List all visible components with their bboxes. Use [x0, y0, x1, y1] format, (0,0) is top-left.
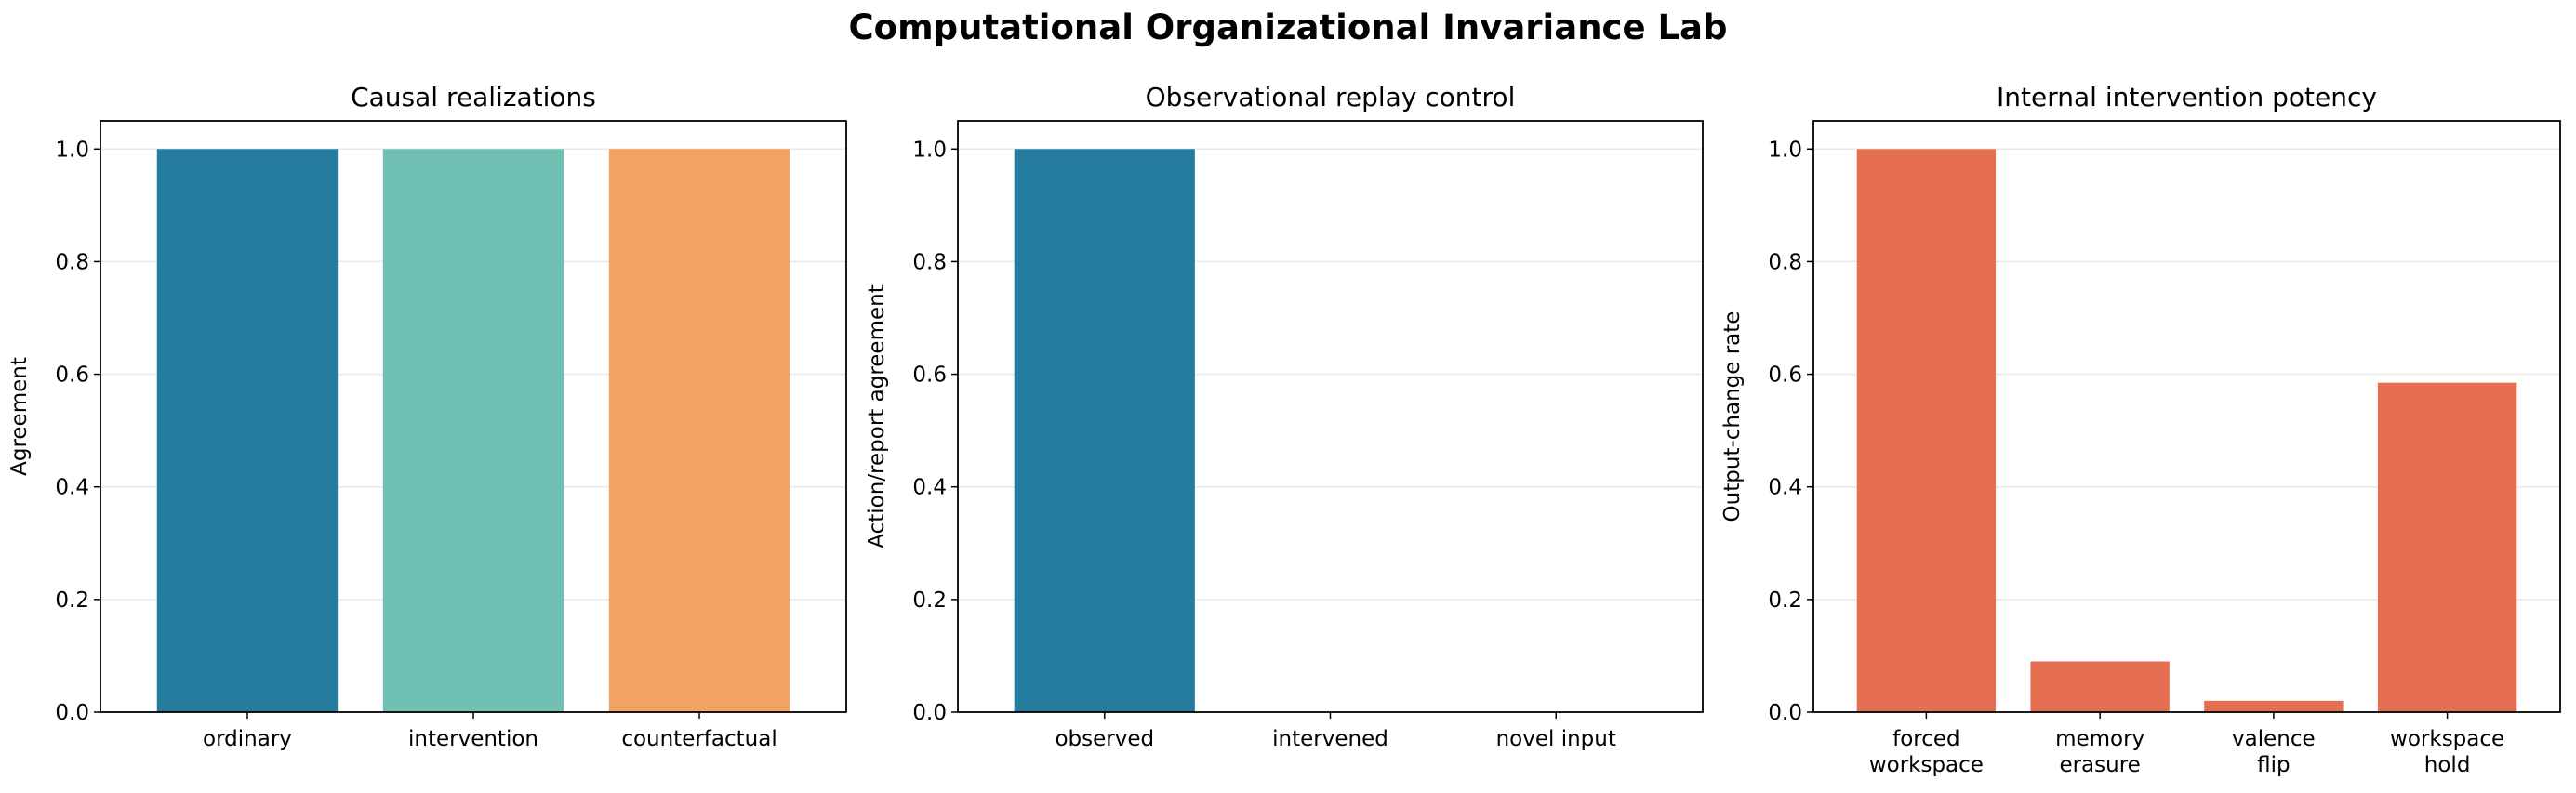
y-tick-label: 0.2 — [912, 588, 947, 613]
y-tick-label: 0.6 — [55, 363, 89, 388]
bar-observed — [1014, 149, 1195, 713]
y-tick-label: 0.6 — [912, 363, 947, 388]
figure-title: Computational Organizational Invariance … — [848, 7, 1728, 47]
x-tick-label: novel input — [1496, 727, 1616, 751]
y-tick-label: 1.0 — [1768, 138, 1802, 162]
axes-frame — [100, 120, 847, 713]
y-tick-label: 0.8 — [912, 250, 947, 274]
bar-counterfactual — [608, 149, 790, 713]
x-tick-label: intervened — [1272, 727, 1388, 751]
chart-title: Internal intervention potency — [1997, 82, 2377, 112]
chart-panel-3: forced workspace memory erasure valence flip w… — [1720, 82, 2561, 777]
y-tick-label: 0.2 — [55, 588, 89, 613]
x-tick-label: counterfactual — [621, 727, 777, 751]
x-tick-label: memory erasure — [2055, 727, 2144, 777]
chart-title: Causal realizations — [351, 82, 596, 112]
bar-intervention — [382, 149, 564, 713]
x-tick-label: observed — [1055, 727, 1154, 751]
bar-valence-flip — [2204, 700, 2344, 712]
chart-panel-1: ordinary intervention counterfactual 0.0 0.2… — [7, 82, 847, 751]
x-tick-label: ordinary — [203, 727, 292, 751]
chart-title: Observational replay control — [1146, 82, 1516, 112]
y-tick-label: 0.2 — [1768, 588, 1802, 613]
y-tick-label: 0.0 — [1768, 701, 1802, 725]
y-tick-label: 1.0 — [912, 138, 947, 162]
axes-frame — [1812, 120, 2561, 713]
y-tick-label: 0.6 — [1768, 363, 1802, 388]
y-tick-label: 0.4 — [55, 476, 89, 500]
bar-ordinary — [156, 149, 339, 713]
x-tick-label: workspace hold — [2390, 727, 2504, 777]
axes-frame — [957, 120, 1704, 713]
bar-memory-erasure — [2030, 661, 2170, 712]
x-tick-label: forced workspace — [1869, 727, 1984, 777]
y-tick-label: 0.8 — [55, 250, 89, 274]
y-tick-label: 0.4 — [912, 476, 947, 500]
y-tick-label: 0.0 — [55, 701, 89, 725]
y-tick-label: 0.0 — [912, 701, 947, 725]
y-tick-label: 0.8 — [1768, 250, 1802, 274]
y-axis-label: Agreement — [7, 357, 32, 476]
x-tick-label: valence flip — [2232, 727, 2316, 777]
y-tick-label: 1.0 — [55, 138, 89, 162]
chart-panel-2: observed intervened novel input 0.0 0.2 0.4 0.… — [865, 82, 1704, 751]
y-axis-label: Action/report agreement — [865, 284, 889, 548]
x-tick-label: intervention — [408, 727, 538, 751]
y-axis-label: Output-change rate — [1720, 311, 1745, 522]
bar-forced-workspace — [1856, 149, 1997, 713]
y-tick-label: 0.4 — [1768, 476, 1802, 500]
bar-workspace-hold — [2377, 382, 2517, 712]
